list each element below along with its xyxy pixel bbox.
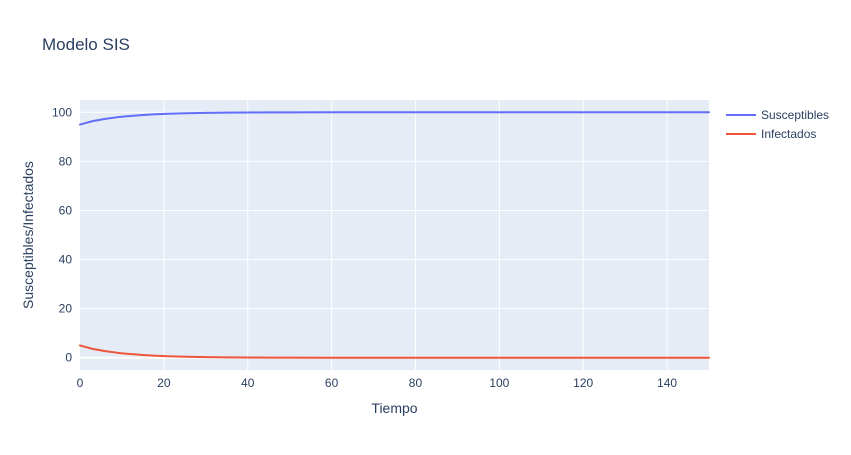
y-tick-label: 40 bbox=[59, 253, 73, 267]
x-tick-label: 80 bbox=[409, 376, 423, 390]
x-tick-label: 20 bbox=[157, 376, 171, 390]
legend-label: Susceptibles bbox=[761, 108, 829, 122]
x-tick-label: 0 bbox=[77, 376, 84, 390]
legend[interactable]: Susceptibles Infectados bbox=[726, 108, 829, 141]
y-tick-label: 20 bbox=[59, 302, 73, 316]
y-tick-label: 0 bbox=[65, 351, 72, 365]
y-tick-label: 80 bbox=[59, 154, 73, 168]
x-tick-label: 140 bbox=[657, 376, 677, 390]
plot-area bbox=[80, 100, 709, 370]
y-tick-label: 60 bbox=[59, 203, 73, 217]
legend-item-infectados[interactable]: Infectados bbox=[726, 127, 816, 141]
x-tick-label: 40 bbox=[241, 376, 255, 390]
chart-title: Modelo SIS bbox=[42, 35, 130, 54]
y-tick-label: 100 bbox=[52, 105, 72, 119]
series bbox=[79, 111, 710, 359]
x-axis-title: Tiempo bbox=[371, 400, 417, 416]
series-line-infectados bbox=[79, 344, 710, 359]
legend-item-susceptibles[interactable]: Susceptibles bbox=[726, 108, 829, 122]
x-tick-label: 100 bbox=[489, 376, 509, 390]
x-tick-label: 60 bbox=[325, 376, 339, 390]
grid bbox=[80, 100, 709, 370]
legend-label: Infectados bbox=[761, 127, 816, 141]
tick-labels: 0 20 40 60 80 100 120 140 0 20 40 60 80 100 bbox=[52, 105, 677, 390]
series-line-susceptibles bbox=[79, 111, 710, 126]
y-axis-title: Susceptibles/Infectados bbox=[20, 161, 36, 309]
x-tick-label: 120 bbox=[573, 376, 593, 390]
